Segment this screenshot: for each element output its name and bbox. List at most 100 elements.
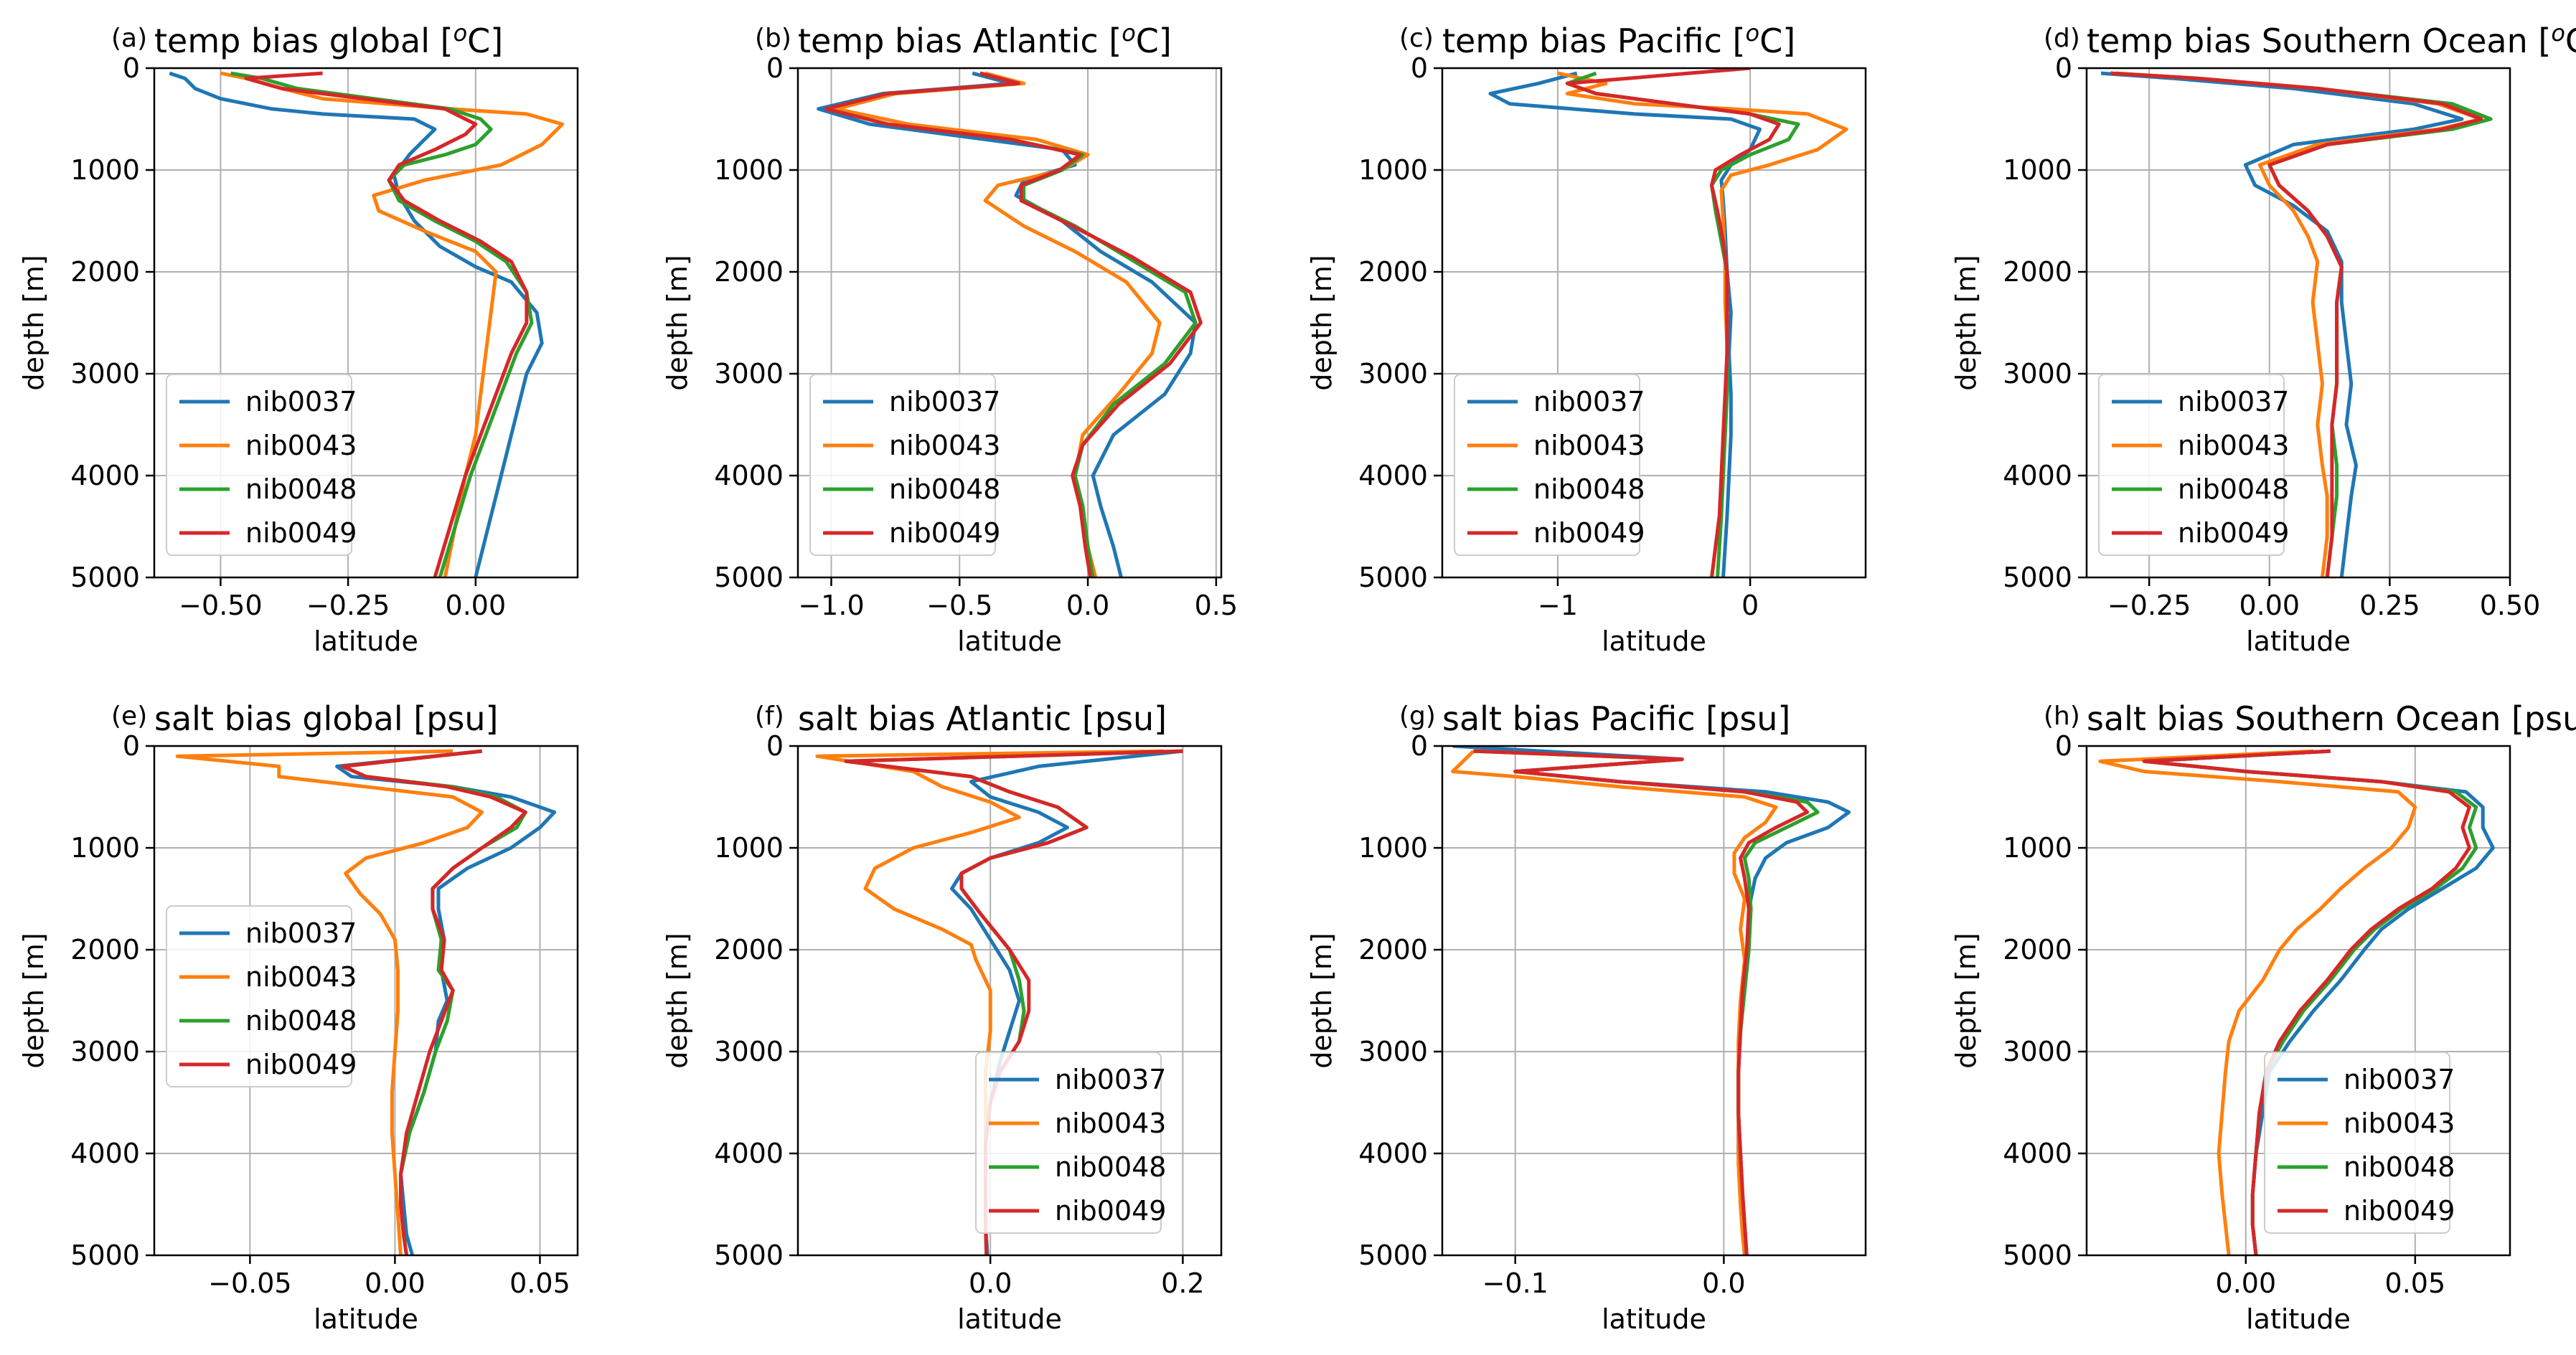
y-tick-label: 4000 [2003,460,2072,491]
y-tick-label: 4000 [714,460,784,491]
x-axis-label: latitude [957,1303,1062,1335]
panel-label: (d) [2044,24,2080,53]
y-tick-label: 5000 [70,1240,140,1271]
y-axis-label: depth [m] [1306,933,1338,1068]
legend-label-nib0049: nib0049 [2344,1195,2455,1227]
legend-box [1454,374,1640,556]
y-tick-label: 3000 [714,358,784,389]
x-axis-label: latitude [314,625,418,657]
x-axis-label: latitude [2246,625,2351,657]
chart-title: salt bias Southern Ocean [psu] [2087,699,2576,738]
series-line-nib0043 [1451,750,1778,1255]
y-tick-label: 2000 [2003,256,2072,288]
y-tick-label: 0 [123,52,140,84]
axes-frame [2085,67,2511,579]
y-tick-label: 4000 [70,460,140,491]
panel-d: −0.25 0.00 0.25 0.50 0 1000 2000 3000 4000 5000 la… [1950,19,2576,657]
x-tick-label: −1 [1538,590,1578,621]
y-axis-label: depth [m] [1950,255,1982,390]
x-axis-label: latitude [2246,1303,2351,1335]
x-tick-label: 0.05 [2385,1267,2446,1299]
y-tick-label: 1000 [1358,832,1428,864]
y-tick-label: 3000 [1358,358,1428,389]
x-tick-label: −0.5 [926,590,992,621]
y-axis-label: depth [m] [1306,255,1338,390]
legend-label-nib0048: nib0048 [1533,473,1645,505]
chart-title: salt bias Atlantic [psu] [798,699,1167,738]
y-tick-label: 2000 [714,934,784,966]
legend-box [809,374,996,556]
panel-g: −0.1 0.0 0 1000 2000 3000 4000 5000 latitude dept… [1306,374,1867,1335]
x-tick-label: 0.00 [2216,1267,2277,1299]
y-tick-label: 0 [2055,52,2072,84]
series-line-nib0049 [341,749,527,1255]
series-line-nib0037 [2100,71,2464,577]
legend-label-nib0037: nib0037 [245,386,357,417]
x-tick-label: 0.50 [2480,590,2541,621]
y-tick-label: 5000 [2003,1240,2072,1271]
series-line-nib0048 [341,749,527,1255]
y-tick-label: 4000 [714,1138,784,1169]
axes-frame [2085,745,2511,1257]
x-tick-label: 0.00 [365,1267,426,1299]
legend: nib0037 nib0043 nib0048 nib0049 [1454,374,1645,556]
y-axis-label: depth [m] [18,255,50,390]
chart-title: temp bias Pacific [oC] [1442,19,1795,60]
legend: nib0037 nib0043 nib0048 nib0049 [166,905,357,1087]
y-tick-label: 1000 [70,154,140,186]
x-tick-label: 0.0 [1066,590,1109,621]
y-tick-label: 3000 [2003,1036,2072,1067]
legend-label-nib0048: nib0048 [2178,473,2289,505]
y-tick-label: 2000 [714,256,784,288]
legend-label-nib0048: nib0048 [245,1005,357,1037]
x-axis-label: latitude [1602,625,1706,657]
panel-label: (f) [755,702,784,731]
legend-label-nib0043: nib0043 [889,430,1000,461]
y-tick-label: 1000 [1358,154,1428,186]
x-tick-label: 0.2 [1161,1267,1204,1299]
legend-box [166,374,352,556]
panel-label: (b) [755,24,791,53]
y-axis-label: depth [m] [662,255,693,390]
series-line-nib0049 [244,71,529,577]
y-tick-label: 0 [1411,730,1428,762]
series-line-nib0037 [335,749,557,1255]
y-tick-label: 5000 [2003,562,2072,593]
legend-box [2098,374,2285,556]
series-line-nib0049 [824,71,1203,577]
x-tick-label: 0.0 [969,1267,1012,1299]
legend-label-nib0037: nib0037 [1533,386,1645,417]
y-axis-label: depth [m] [662,933,693,1068]
y-tick-label: 1000 [714,832,784,864]
x-tick-label: 0.05 [509,1267,570,1299]
y-tick-label: 3000 [1358,1036,1428,1067]
legend-label-nib0043: nib0043 [2344,1108,2455,1139]
y-tick-label: 3000 [70,1036,140,1067]
x-tick-label: 0.00 [2239,590,2300,621]
y-tick-label: 5000 [714,1240,784,1271]
legend-label-nib0048: nib0048 [245,473,357,505]
y-tick-label: 3000 [70,358,140,389]
legend-label-nib0037: nib0037 [1055,1064,1166,1095]
chart-title: temp bias global [oC] [154,19,503,60]
axes-frame [153,745,579,1257]
legend-label-nib0043: nib0043 [1055,1108,1166,1139]
legend-label-nib0048: nib0048 [2344,1151,2455,1183]
y-axis-label: depth [m] [1950,933,1982,1068]
legend-label-nib0043: nib0043 [245,430,357,461]
chart-title: salt bias global [psu] [154,699,498,738]
x-tick-label: −0.25 [2107,590,2191,621]
y-tick-label: 1000 [2003,154,2072,186]
x-tick-label: 0 [1741,590,1759,621]
x-axis-label: latitude [1602,1303,1706,1335]
y-tick-label: 2000 [2003,934,2072,966]
y-tick-label: 5000 [714,562,784,593]
panel-label: (g) [1399,702,1436,731]
chart-title: salt bias Pacific [psu] [1442,699,1790,738]
legend: nib0037 nib0043 nib0048 nib0049 [166,374,357,556]
series-line-nib0043 [220,71,565,577]
panel-b: −1.0 −0.5 0.0 0.5 0 1000 2000 3000 4000 5000 latit… [662,19,1238,657]
axes-frame [796,745,1223,1257]
legend-label-nib0037: nib0037 [889,386,1000,417]
